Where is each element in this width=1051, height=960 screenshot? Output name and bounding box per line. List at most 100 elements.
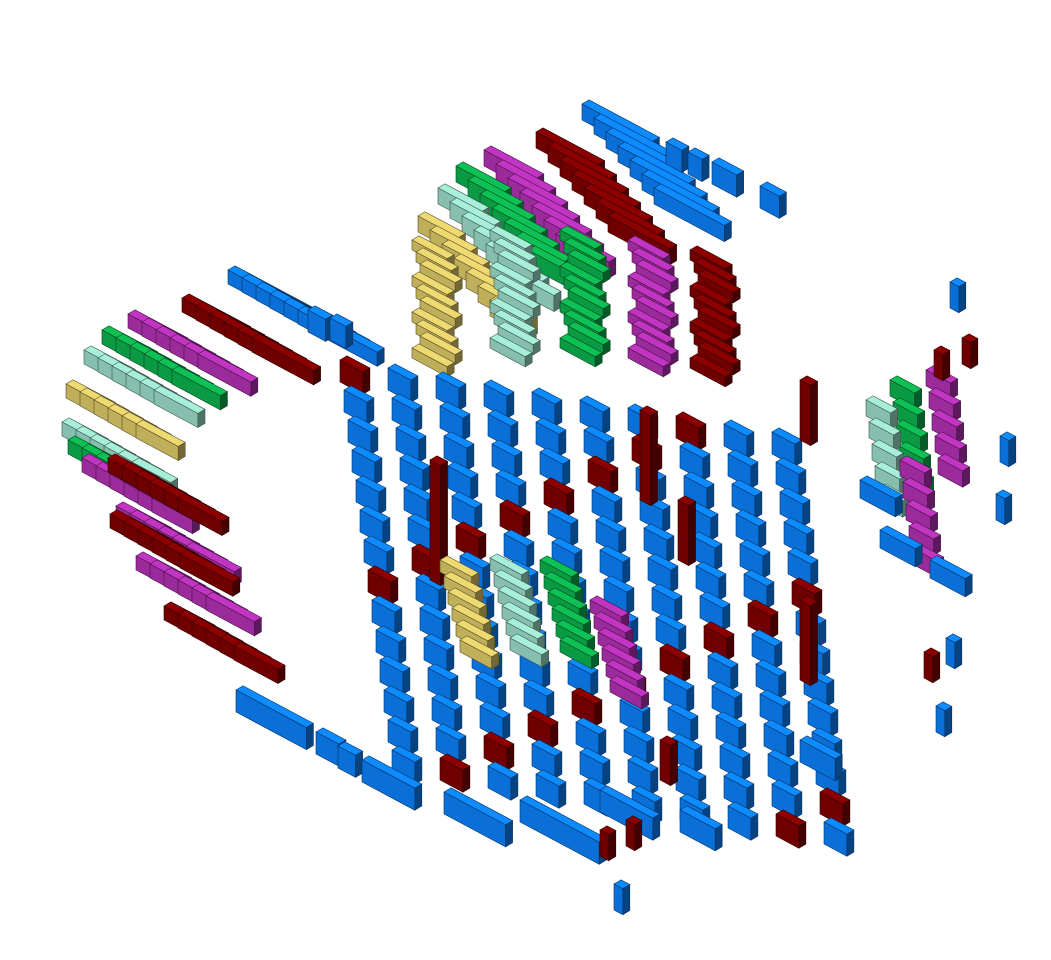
voxel-bar [895,419,929,454]
voxel-bar [567,285,611,320]
voxel-bar [497,321,541,356]
voxel-bar [799,375,819,447]
voxel-bar [771,427,803,467]
voxel-bar [679,805,723,852]
voxel-bar [697,269,741,304]
voxel-bar [961,333,979,370]
voxel-bar [929,555,973,598]
voxel-bar [179,549,241,597]
voxel-bar [591,485,623,525]
voxel-bar [949,277,967,314]
voxel-bar [613,879,631,916]
voxel-bar [775,809,807,849]
voxel-bar [635,295,679,330]
voxel-bar [695,561,727,601]
voxel-bar [587,455,619,495]
voxel-bar [205,591,263,637]
voxel-bar [339,355,371,395]
voxel-bar [429,455,449,587]
voxel-bar [567,249,611,284]
voxel-bar [683,471,715,511]
voxel-bar [899,455,933,490]
voxel-bar [799,735,843,782]
voxel-bar [751,629,783,669]
voxel-bar [659,735,679,787]
voxel-bar [759,181,787,219]
voxel-bar [329,313,354,349]
voxel-bar [603,575,635,615]
voxel-bar [419,295,463,330]
voxel-bar [559,333,603,368]
voxel-bar [677,495,697,567]
voxel-bar [547,507,579,547]
voxel-bar [379,655,411,695]
voxel-bar [419,603,451,643]
voxel-bar [491,439,523,479]
voxel-bar [823,817,855,857]
voxel-bar [367,565,399,605]
voxel-bar [439,753,471,793]
voxel-bar [933,345,951,382]
voxel-bar [731,479,763,519]
voxel-bar [497,285,541,320]
voxel-bar [337,741,364,778]
voxel-bar [711,681,743,721]
voxel-bar [423,633,455,673]
voxel-bar [679,441,711,481]
voxel-bar [767,749,799,789]
voxel-bar [427,663,459,703]
voxel-bar [235,685,315,751]
voxel-bar [443,787,514,848]
voxel-bar [807,697,839,737]
voxel-bar [995,489,1013,526]
voxel-bar [719,741,751,781]
voxel-bar [931,409,965,444]
voxel-bar [935,701,953,738]
voxel-bar [663,673,695,713]
voxel-bar [653,183,733,243]
voxel-bar [739,539,771,579]
voxel-bar [902,477,936,512]
voxel-bar [419,259,463,294]
voxel-bar [197,349,259,397]
voxel-bar [787,547,819,587]
voxel-bar [771,779,803,819]
voxel-bar [455,521,487,561]
voxel-bar [419,331,463,366]
voxel-bar [687,147,710,183]
voxel-bar [531,739,563,779]
voxel-bar [383,685,415,725]
voxel-bar [609,675,650,710]
voxel-bar [865,395,899,430]
voxel-bar [499,499,531,539]
voxel-bar [503,529,535,569]
voxel-bar [177,493,230,537]
voxel-bar [251,333,322,386]
voxel-bar [411,343,455,378]
voxel-bar [783,517,815,557]
voxel-bar [625,815,643,852]
voxel-bar [889,375,923,410]
voxel-bar [567,657,599,697]
voxel-bar [431,693,463,733]
voxel-bar [723,419,755,459]
voxel-bar [391,745,423,785]
voxel-bar [361,755,423,811]
voxel-bar [543,477,575,517]
voxel-bar [443,431,475,471]
voxel-bar [233,641,286,685]
voxel-bar [451,491,483,531]
voxel-bar [399,453,431,493]
voxel-bar [799,595,819,687]
voxel-bar [559,635,600,670]
voxel-bar [375,625,407,665]
voxel-bar [635,331,679,366]
voxel-bar [599,545,631,585]
voxel-bar [665,137,690,173]
voxel-bar [439,401,471,441]
voxel-bar [868,417,902,452]
voxel-bar [755,659,787,699]
voxel-bar [519,795,607,865]
voxel-bar [908,521,942,556]
voxel-bar [391,393,423,433]
